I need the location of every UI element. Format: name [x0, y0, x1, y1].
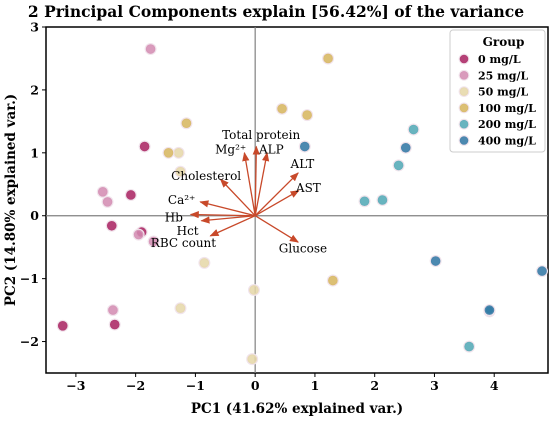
- scatter-point: [105, 219, 118, 232]
- loading-label: Hct: [177, 224, 199, 238]
- scatter-point: [96, 185, 109, 198]
- loading-arrow: [199, 200, 256, 217]
- y-tick-label: 3: [30, 20, 39, 35]
- x-tick-label: −2: [126, 378, 145, 393]
- scatter-point: [301, 109, 314, 122]
- loading-arrow: [189, 210, 256, 219]
- loading-label: Mg²⁺: [215, 143, 246, 157]
- legend-label: 25 mg/L: [478, 69, 528, 82]
- scatter-point: [483, 304, 496, 317]
- y-tick-label: 1: [30, 145, 39, 160]
- scatter-point: [144, 43, 157, 56]
- scatter-point: [392, 159, 405, 172]
- loading-label: Hb: [165, 211, 183, 225]
- legend-label: 0 mg/L: [478, 53, 521, 66]
- scatter-point: [138, 140, 151, 153]
- x-axis-label: PC1 (41.62% explained var.): [191, 401, 403, 417]
- x-tick-label: −3: [66, 378, 85, 393]
- legend-marker: [458, 86, 470, 97]
- legend-marker: [458, 53, 470, 65]
- scatter-point: [298, 140, 311, 153]
- scatter-point: [399, 141, 412, 154]
- loading-arrow: [242, 151, 256, 216]
- loading-label: Glucose: [279, 241, 327, 255]
- legend-marker: [458, 102, 470, 114]
- scatter-point: [463, 340, 476, 353]
- loading-label: ALT: [290, 157, 315, 171]
- scatter-point: [108, 318, 121, 331]
- chart-title: 2 Principal Components explain [56.42%] …: [28, 2, 524, 21]
- scatter-point: [101, 195, 114, 208]
- scatter-point: [162, 146, 175, 159]
- scatter-point: [276, 102, 289, 115]
- loading-arrow: [254, 172, 299, 217]
- scatter-point: [180, 117, 193, 130]
- x-tick-label: 0: [251, 378, 260, 393]
- legend-marker: [458, 135, 470, 146]
- loading-arrow: [254, 151, 270, 216]
- y-axis-label: PC2 (14.80% explained var.): [3, 94, 19, 306]
- scatter-point: [407, 123, 420, 136]
- scatter-point: [358, 195, 371, 208]
- x-tick-label: 4: [490, 378, 499, 393]
- scatter-point: [124, 188, 137, 201]
- scatter-point: [247, 283, 260, 296]
- x-tick-label: 2: [370, 378, 379, 393]
- legend-label: 50 mg/L: [478, 86, 528, 99]
- loading-arrow: [209, 215, 256, 237]
- loading-label: Total protein: [222, 128, 300, 142]
- y-tick-label: −1: [20, 271, 39, 286]
- scatter-point: [56, 319, 69, 332]
- scatter-point: [106, 304, 119, 317]
- legend-title: Group: [483, 35, 525, 49]
- x-tick-label: 1: [311, 378, 320, 393]
- legend-label: 200 mg/L: [478, 118, 536, 131]
- plot-frame: [45, 26, 549, 374]
- loading-label: Ca²⁺: [168, 193, 195, 207]
- scatter-point: [429, 255, 442, 268]
- scatter-point: [132, 228, 145, 241]
- scatter-point: [147, 235, 160, 248]
- y-tick-label: 2: [30, 82, 39, 97]
- legend-box: [449, 29, 546, 153]
- scatter-point: [536, 265, 549, 278]
- x-tick-label: −1: [186, 378, 205, 393]
- scatter-point: [246, 353, 259, 366]
- scatter-point: [198, 256, 211, 269]
- loading-arrow: [252, 145, 260, 216]
- loading-arrow: [200, 215, 256, 224]
- loading-arrow: [254, 215, 299, 243]
- loading-label: RBC count: [151, 236, 216, 250]
- legend-marker: [458, 69, 470, 81]
- loading-arrow: [219, 178, 256, 217]
- loading-label: ALP: [258, 143, 284, 157]
- scatter-point: [376, 193, 389, 206]
- loading-arrow: [254, 190, 300, 217]
- scatter-point: [174, 165, 187, 178]
- scatter-point: [322, 52, 335, 65]
- legend-label: 100 mg/L: [478, 102, 536, 115]
- scatter-point: [174, 302, 187, 315]
- scatter-point: [326, 274, 339, 287]
- x-tick-label: 3: [430, 378, 439, 393]
- legend-marker: [458, 118, 470, 130]
- scatter-point: [172, 146, 185, 159]
- y-tick-label: 0: [30, 208, 39, 223]
- loading-label: Cholesterol: [171, 169, 241, 183]
- legend-label: 400 mg/L: [478, 135, 536, 148]
- y-tick-label: −2: [20, 334, 39, 349]
- loading-label: AST: [295, 181, 321, 195]
